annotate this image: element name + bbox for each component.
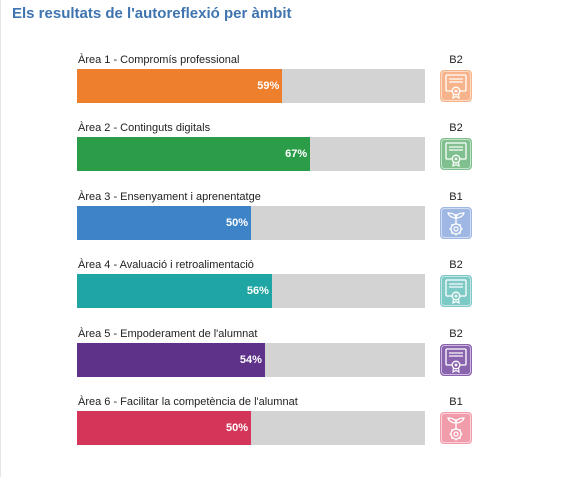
- bar-fill: 59%: [77, 69, 283, 103]
- bar-fill: 56%: [77, 274, 272, 309]
- bar-value-label: 59%: [257, 80, 280, 92]
- area-label: Àrea 3 - Ensenyament i aprenentatge: [78, 190, 261, 203]
- bar-fill: 67%: [77, 137, 311, 172]
- chart-title: Els resultats de l'autoreflexió per àmbi…: [12, 5, 292, 22]
- level-label: B1: [449, 396, 463, 408]
- bar-value-label: 54%: [239, 353, 262, 366]
- bar-track: 59%: [77, 69, 425, 103]
- bar-fill: 54%: [77, 342, 265, 377]
- area-row: Àrea 2 - Continguts digitals B2 67%: [0, 122, 562, 172]
- level-label: B2: [449, 122, 463, 135]
- area-row: Àrea 1 - Compromís professional B2 59%: [0, 54, 562, 104]
- left-divider: [0, 0, 1, 477]
- sprout-gear-icon: [439, 206, 473, 240]
- area-label: Àrea 5 - Empoderament de l'alumnat: [78, 327, 258, 340]
- certificate-icon: [439, 137, 473, 171]
- bar-track: 50%: [77, 205, 425, 240]
- area-row: Àrea 5 - Empoderament de l'alumnat B2 54%: [0, 328, 562, 378]
- area-label: Àrea 6 - Facilitar la competència de l'a…: [78, 396, 298, 408]
- level-label: B1: [449, 190, 463, 203]
- level-label: B2: [449, 54, 463, 66]
- sprout-gear-icon: [439, 411, 473, 445]
- area-label: Àrea 4 - Avaluació i retroalimentació: [78, 259, 254, 272]
- bar-value-label: 50%: [225, 422, 248, 434]
- certificate-icon: [439, 69, 473, 103]
- bar-fill: 50%: [77, 411, 251, 445]
- bar-track: 50%: [77, 411, 425, 445]
- certificate-icon: [439, 274, 473, 308]
- bar-value-label: 56%: [246, 285, 269, 298]
- area-label: Àrea 1 - Compromís professional: [78, 54, 240, 66]
- level-label: B2: [449, 327, 463, 340]
- area-label: Àrea 2 - Continguts digitals: [78, 122, 211, 135]
- bar-value-label: 50%: [225, 216, 248, 229]
- area-row: Àrea 4 - Avaluació i retroalimentació B2 5…: [0, 259, 562, 309]
- bar-track: 56%: [77, 274, 425, 309]
- level-label: B2: [449, 259, 463, 272]
- area-row: Àrea 3 - Ensenyament i aprenentatge B1 50%: [0, 191, 562, 241]
- bar-value-label: 67%: [285, 148, 308, 161]
- bar-fill: 50%: [77, 205, 251, 240]
- certificate-icon: [439, 343, 473, 377]
- area-row: Àrea 6 - Facilitar la competència de l'a…: [0, 396, 562, 446]
- bar-track: 67%: [77, 137, 425, 172]
- bar-track: 54%: [77, 342, 425, 377]
